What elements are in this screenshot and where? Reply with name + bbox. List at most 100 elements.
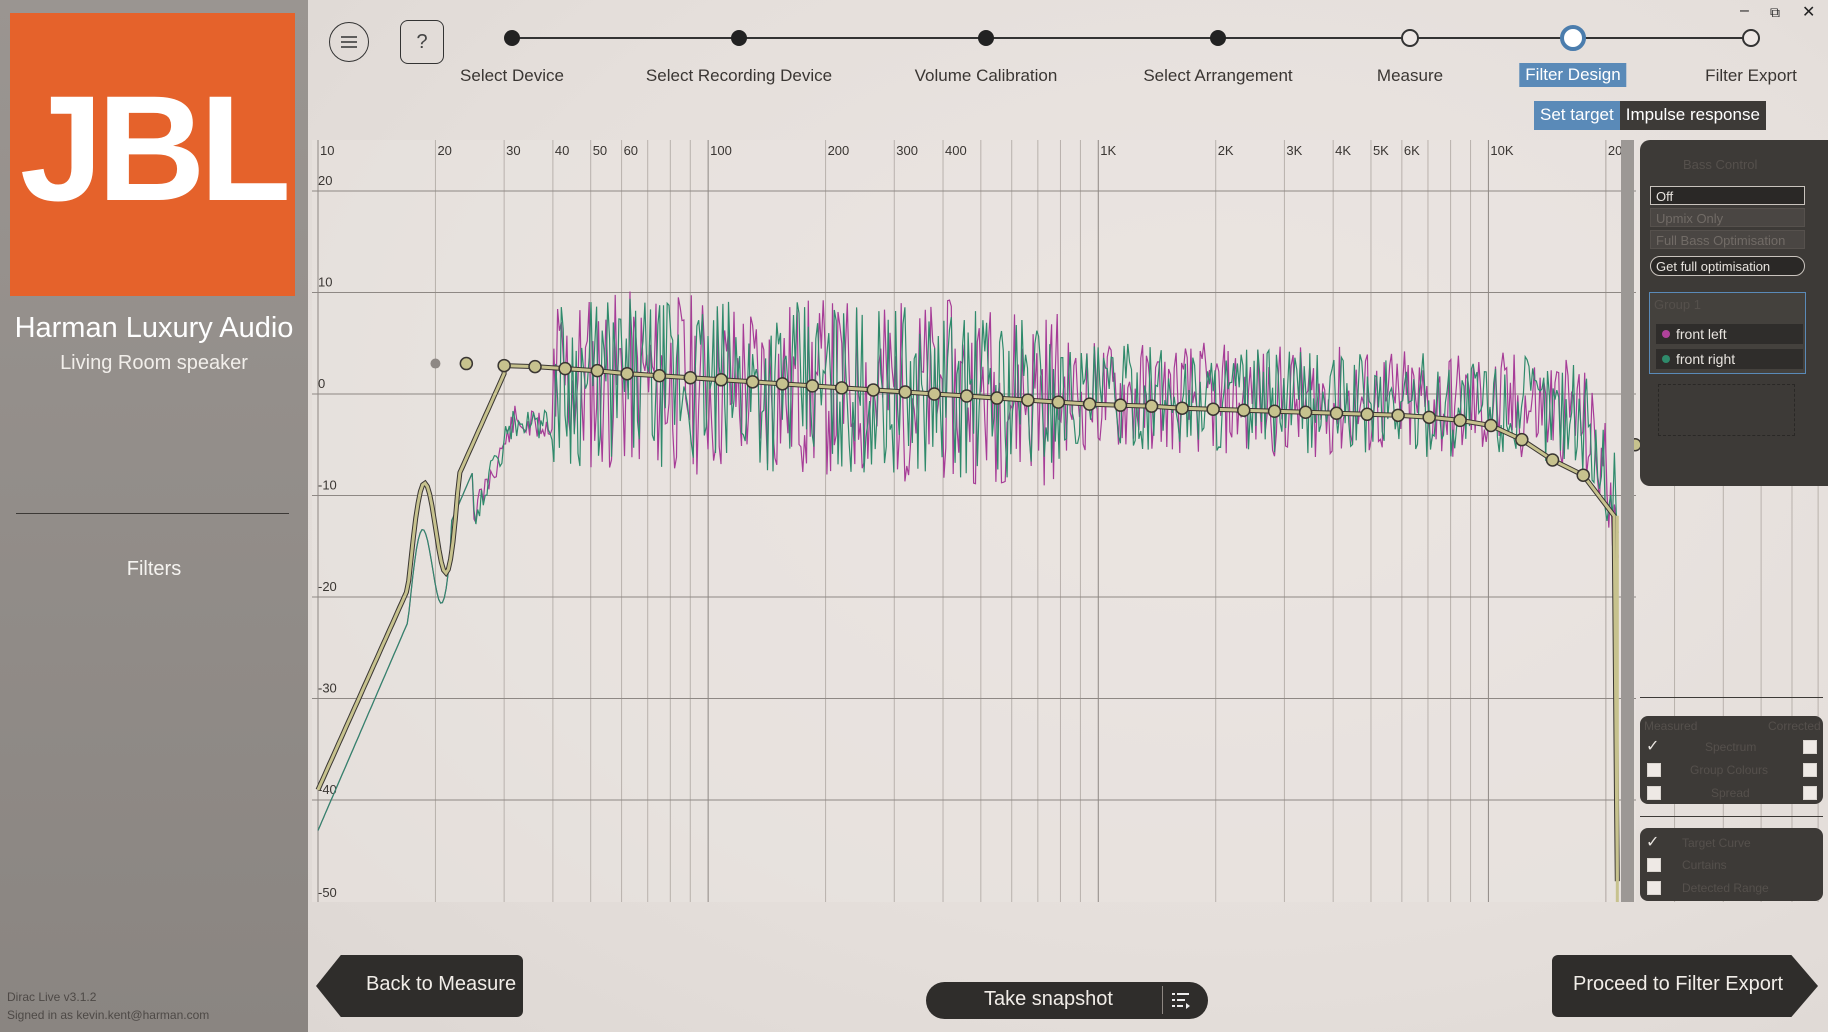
curve-options-panel bbox=[1640, 828, 1823, 901]
step-label-6[interactable]: Filter Export bbox=[1705, 66, 1797, 85]
step-dot-5[interactable] bbox=[1560, 25, 1586, 51]
target-curve-checkbox[interactable]: ✓ bbox=[1646, 834, 1660, 851]
brand-title: Harman Luxury Audio bbox=[14, 312, 294, 344]
spread-label: Spread bbox=[1711, 786, 1750, 800]
plot-background bbox=[312, 140, 1636, 902]
tab-impulse-response[interactable]: Impulse response bbox=[1619, 101, 1766, 130]
step-dot-6[interactable] bbox=[1742, 29, 1760, 47]
x-tick-label: 400 bbox=[945, 143, 967, 158]
measured-header: Measured bbox=[1644, 719, 1698, 733]
step-dot-0[interactable] bbox=[504, 30, 520, 46]
target-point bbox=[558, 361, 572, 376]
curtain-right bbox=[1621, 140, 1634, 902]
menu-button[interactable] bbox=[329, 22, 369, 62]
x-tick-label: 2K bbox=[1218, 143, 1234, 158]
group-item-front-right[interactable]: front right bbox=[1656, 349, 1803, 369]
group-item-front-left[interactable]: front left bbox=[1656, 324, 1803, 344]
x-tick-label: 100 bbox=[710, 143, 732, 158]
separator bbox=[1640, 816, 1823, 817]
y-tick-label: 0 bbox=[318, 376, 325, 391]
group-title: Group 1 bbox=[1654, 297, 1701, 312]
target-point bbox=[1329, 406, 1344, 421]
x-tick-label: 10 bbox=[320, 143, 334, 158]
target-point bbox=[1144, 399, 1159, 413]
new-group-drop-area[interactable] bbox=[1658, 384, 1795, 436]
step-label-2[interactable]: Volume Calibration bbox=[914, 66, 1058, 85]
target-point bbox=[1298, 405, 1313, 420]
step-label-0[interactable]: Select Device bbox=[460, 66, 564, 85]
x-tick-label: 40 bbox=[555, 143, 569, 158]
curtains-label: Curtains bbox=[1682, 858, 1727, 872]
back-button-label: Back to Measure bbox=[366, 973, 517, 995]
x-tick-label: 3K bbox=[1286, 143, 1302, 158]
target-point bbox=[1360, 407, 1374, 422]
target-point bbox=[714, 373, 728, 387]
curtains-checkbox[interactable] bbox=[1647, 858, 1661, 872]
x-tick-label: 1K bbox=[1100, 143, 1116, 158]
target-point bbox=[1545, 453, 1560, 467]
back-button[interactable] bbox=[316, 955, 523, 1017]
front-right-color-dot bbox=[1662, 355, 1670, 363]
spread-measured-checkbox[interactable] bbox=[1647, 786, 1661, 800]
spread-corrected-checkbox[interactable] bbox=[1803, 786, 1817, 800]
help-button[interactable]: ? bbox=[400, 20, 444, 64]
snapshot-list-icon[interactable] bbox=[1171, 991, 1191, 1009]
x-tick-label: 60 bbox=[624, 143, 638, 158]
y-tick-label: 20 bbox=[318, 173, 332, 188]
minimize-button[interactable]: – bbox=[1740, 2, 1749, 19]
step-dot-4[interactable] bbox=[1401, 29, 1419, 47]
step-label-5[interactable]: Filter Design bbox=[1519, 63, 1627, 87]
target-point bbox=[1422, 410, 1436, 425]
target-curve bbox=[315, 356, 1642, 902]
spectrum-corrected-checkbox[interactable] bbox=[1803, 740, 1817, 754]
target-point bbox=[620, 366, 634, 381]
group-colours-measured-checkbox[interactable] bbox=[1647, 763, 1661, 777]
group-item-label: front right bbox=[1676, 351, 1736, 367]
take-snapshot-button[interactable] bbox=[926, 982, 1208, 1019]
detected-range-checkbox[interactable] bbox=[1647, 881, 1661, 895]
target-point bbox=[990, 391, 1004, 405]
target-point bbox=[1453, 413, 1467, 428]
sidebar: JBL Harman Luxury Audio Living Room spea… bbox=[0, 0, 308, 1032]
step-label-4[interactable]: Measure bbox=[1376, 66, 1444, 85]
x-tick-label: 5K bbox=[1373, 143, 1389, 158]
target-curve-label: Target Curve bbox=[1682, 836, 1751, 850]
target-point bbox=[590, 363, 605, 378]
proceed-button[interactable] bbox=[1552, 955, 1818, 1017]
spectrum-label: Spectrum bbox=[1705, 740, 1757, 754]
step-dot-2[interactable] bbox=[978, 30, 994, 46]
step-dot-3[interactable] bbox=[1210, 30, 1226, 46]
target-point bbox=[1267, 404, 1282, 419]
bass-control-title: Bass Control bbox=[1683, 157, 1758, 172]
x-tick-label: 6K bbox=[1404, 143, 1420, 158]
y-tick-label: -40 bbox=[318, 782, 337, 797]
step-label-1[interactable]: Select Recording Device bbox=[645, 66, 833, 85]
sidebar-item-filters[interactable]: Filters bbox=[126, 558, 182, 580]
target-point bbox=[1237, 403, 1251, 417]
bass-option-upmix: Upmix Only bbox=[1650, 208, 1805, 227]
tab-set-target[interactable]: Set target bbox=[1534, 101, 1620, 130]
spectrum-measured-checkbox[interactable]: ✓ bbox=[1646, 738, 1660, 755]
target-point bbox=[898, 385, 912, 399]
bass-option-off[interactable]: Off bbox=[1650, 186, 1805, 205]
target-point bbox=[528, 359, 542, 374]
close-button[interactable]: ✕ bbox=[1802, 4, 1816, 21]
signed-in-label: Signed in as kevin.kent@harman.com bbox=[7, 1008, 210, 1022]
y-tick-label: -20 bbox=[318, 579, 337, 594]
group-item-label: front left bbox=[1676, 326, 1727, 342]
target-point-inactive bbox=[459, 356, 474, 371]
step-label-3[interactable]: Select Arrangement bbox=[1143, 66, 1293, 85]
group-colours-corrected-checkbox[interactable] bbox=[1803, 763, 1817, 777]
get-full-optimisation-button[interactable]: Get full optimisation bbox=[1650, 256, 1805, 276]
x-tick-label: 200 bbox=[828, 143, 850, 158]
target-point bbox=[1175, 401, 1189, 415]
target-point bbox=[834, 381, 849, 395]
target-point bbox=[683, 371, 698, 385]
step-dot-1[interactable] bbox=[731, 30, 747, 46]
x-tick-label: 50 bbox=[593, 143, 607, 158]
restore-button[interactable]: ⧉ bbox=[1770, 4, 1780, 20]
display-options-panel bbox=[1640, 716, 1823, 804]
separator bbox=[1640, 697, 1823, 698]
jbl-logo: JBL bbox=[10, 13, 295, 296]
